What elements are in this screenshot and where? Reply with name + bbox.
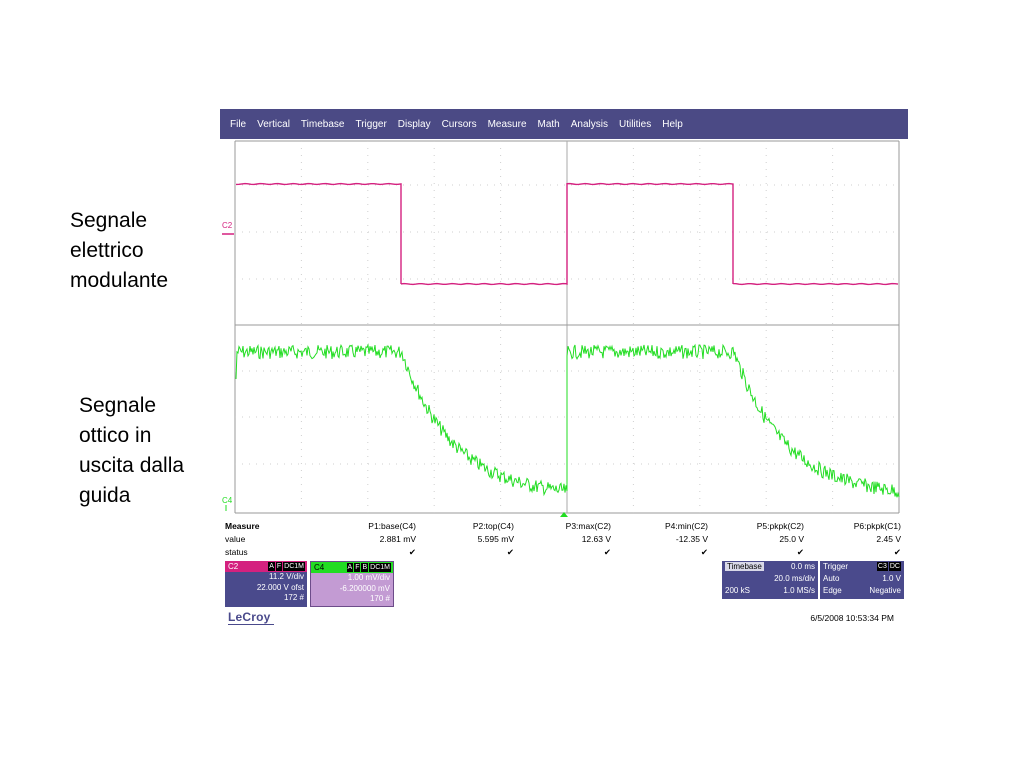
ch2-vdiv: 11.2 V/div — [269, 572, 304, 581]
label-line: Segnale — [79, 394, 157, 417]
ch2-marker: C2 — [222, 221, 233, 230]
measure-p4-value: -12.35 V — [675, 534, 708, 544]
ch4-flag: A — [346, 563, 354, 572]
measure-p4-header[interactable]: P4:min(C2) — [665, 521, 708, 531]
ch4-flag: B — [361, 563, 369, 572]
trigger-mode: Auto — [823, 574, 840, 583]
measure-value-label: value — [225, 534, 246, 544]
trigger-flag: C3 — [876, 562, 888, 571]
trigger-slope: Negative — [869, 586, 901, 595]
ch2-flag: DC1M — [283, 562, 305, 571]
ch4-vdiv: 1.00 mV/div — [347, 573, 390, 582]
trigger-position-marker — [560, 512, 568, 517]
measure-p2-value: 5.595 mV — [477, 534, 514, 544]
timebase-rate: 1.0 MS/s — [783, 586, 815, 595]
lecroy-logo: LeCroy — [228, 610, 271, 624]
ch2-count: 172 # — [283, 593, 304, 602]
measure-value-row: value 2.881 mV 5.595 mV 12.63 V -12.35 V… — [220, 534, 908, 547]
measure-p6-status: ✔ — [893, 547, 901, 557]
ch4-offset: -6.200000 mV — [339, 583, 390, 593]
ch2-name: C2 — [228, 562, 239, 571]
ch2-header: C2 A F DC1M — [225, 561, 307, 572]
menu-utilities[interactable]: Utilities — [618, 118, 652, 130]
menu-analysis[interactable]: Analysis — [570, 118, 608, 130]
label-line: modulante — [70, 269, 169, 292]
measure-p5-value: 25.0 V — [779, 534, 804, 544]
menu-measure[interactable]: Measure — [487, 118, 527, 130]
grid-lines — [234, 140, 900, 514]
ch2-flags: A F DC1M — [267, 562, 305, 571]
ch4-marker: C4 — [222, 496, 233, 505]
ch4-count: 170 # — [369, 594, 390, 603]
ch2-flag: A — [268, 562, 275, 571]
measure-p1-value: 2.881 mV — [379, 534, 416, 544]
ch4-header: C4 A F B DC1M — [311, 562, 393, 573]
menu-file[interactable]: File — [230, 118, 247, 130]
measure-p3-value: 12.63 V — [581, 534, 611, 544]
measure-p4-status: ✔ — [700, 547, 708, 557]
measure-p1-status: ✔ — [408, 547, 416, 557]
measure-p6-value: 2.45 V — [876, 534, 901, 544]
menu-help[interactable]: Help — [662, 118, 683, 130]
trigger-flag: DC — [888, 562, 901, 571]
trigger-descriptor-box[interactable]: Trigger C3 DC Auto 1.0 V Edge Negative — [820, 561, 904, 599]
timebase-descriptor-box[interactable]: Timebase 0.0 ms 20.0 ms/div 200 kS 1.0 M… — [722, 561, 818, 599]
ch4-descriptor-box[interactable]: C4 A F B DC1M 1.00 mV/div -6.200000 mV 1… — [310, 561, 394, 607]
timebase-samples: 200 kS — [725, 586, 750, 595]
measure-p2-status: ✔ — [506, 547, 514, 557]
menu-math[interactable]: Math — [537, 118, 560, 130]
label-line: Segnale — [70, 209, 148, 232]
waveform-grid: C2 C4 — [222, 140, 900, 517]
ch2-trace — [235, 182, 899, 286]
trigger-level: 1.0 V — [882, 574, 901, 583]
ch4-name: C4 — [314, 563, 325, 572]
ch4-flag: DC1M — [369, 563, 391, 572]
timebase-tdiv: 20.0 ms/div — [774, 574, 815, 583]
measure-header-row: Measure P1:base(C4) P2:top(C4) P3:max(C2… — [220, 521, 908, 534]
label-electrical-signal: Segnale elettrico modulante — [70, 206, 168, 296]
oscilloscope-screenshot: File Vertical Timebase Trigger Display C… — [220, 109, 908, 629]
timebase-label: Timebase — [725, 562, 764, 571]
measure-p2-header[interactable]: P2:top(C4) — [472, 521, 514, 531]
trigger-type: Edge — [823, 586, 842, 595]
timestamp: 6/5/2008 10:53:34 PM — [810, 613, 894, 623]
label-line: ottico in — [79, 424, 152, 447]
measure-p3-status: ✔ — [603, 547, 611, 557]
ch4-flag: F — [354, 563, 361, 572]
ch2-descriptor-box[interactable]: C2 A F DC1M 11.2 V/div 22.000 V ofst 172… — [225, 561, 307, 607]
label-optical-signal: Segnale ottico in uscita dalla guida — [79, 391, 184, 511]
logo-underline — [228, 624, 274, 625]
trigger-label: Trigger — [823, 562, 849, 571]
menu-display[interactable]: Display — [397, 118, 431, 130]
timebase-delay: 0.0 ms — [790, 562, 815, 571]
measure-title: Measure — [225, 521, 260, 531]
measure-status-row: status ✔ ✔ ✔ ✔ ✔ ✔ — [220, 547, 908, 560]
measure-status-label: status — [225, 547, 248, 557]
trigger-flags: C3 DC — [876, 562, 901, 571]
label-line: elettrico — [70, 239, 144, 262]
measure-p5-status: ✔ — [796, 547, 804, 557]
label-line: uscita dalla — [79, 454, 185, 477]
label-line: guida — [79, 484, 131, 507]
menu-trigger[interactable]: Trigger — [355, 118, 387, 130]
menu-timebase[interactable]: Timebase — [300, 118, 345, 130]
ch2-flag: F — [275, 562, 283, 571]
menu-bar: File Vertical Timebase Trigger Display C… — [220, 109, 908, 139]
measure-p1-header[interactable]: P1:base(C4) — [368, 521, 416, 531]
measure-p3-header[interactable]: P3:max(C2) — [565, 521, 611, 531]
menu-cursors[interactable]: Cursors — [441, 118, 477, 130]
menu-vertical[interactable]: Vertical — [257, 118, 290, 130]
ch4-trace — [235, 343, 900, 498]
measurement-table: Measure P1:base(C4) P2:top(C4) P3:max(C2… — [220, 521, 908, 561]
measure-p6-header[interactable]: P6:pkpk(C1) — [853, 521, 901, 531]
ch2-offset: 22.000 V ofst — [256, 582, 304, 592]
ch4-flags: A F B DC1M — [346, 563, 391, 572]
measure-p5-header[interactable]: P5:pkpk(C2) — [756, 521, 804, 531]
